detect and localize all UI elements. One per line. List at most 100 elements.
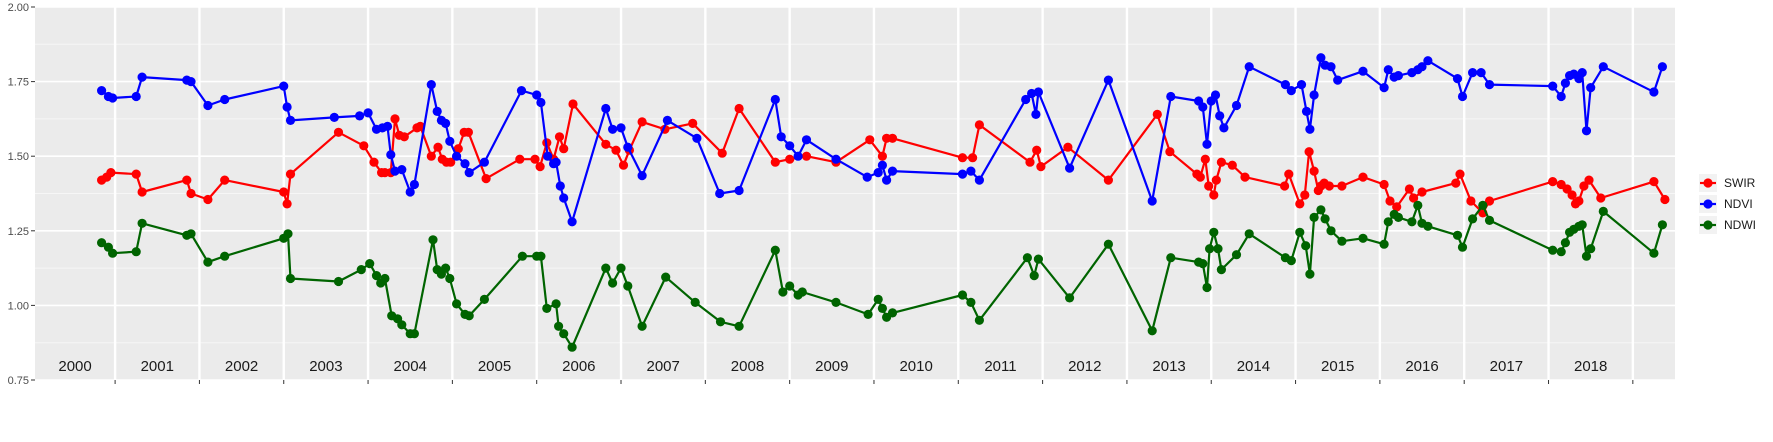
swir-point xyxy=(1660,194,1670,205)
ndwi-point xyxy=(1305,269,1315,279)
swir-point xyxy=(1063,142,1073,152)
swir-point xyxy=(1152,109,1162,119)
ndwi-point xyxy=(1548,245,1558,255)
ndvi-point xyxy=(355,111,365,121)
ndvi-point xyxy=(1316,53,1326,63)
y-tick-label: 1.00 xyxy=(8,300,29,312)
ndwi-point xyxy=(1216,265,1226,275)
ndwi-point xyxy=(966,297,976,307)
ndwi-point xyxy=(536,251,546,261)
ndwi-point xyxy=(734,321,744,331)
ndvi-point xyxy=(363,108,373,118)
ndwi-point xyxy=(333,276,344,287)
ndwi-point xyxy=(1320,214,1330,224)
ndwi-point xyxy=(1209,227,1219,237)
swir-point xyxy=(186,188,196,199)
swir-point xyxy=(717,148,727,158)
ndwi-point xyxy=(778,287,788,297)
ndwi-point xyxy=(1166,253,1176,263)
ndvi-point xyxy=(555,181,565,191)
ndwi-point xyxy=(108,248,118,258)
ndvi-point xyxy=(1333,75,1343,85)
legend-label-ndwi: NDWI xyxy=(1724,218,1756,232)
swir-point xyxy=(637,117,647,127)
ndvi-point xyxy=(1031,109,1041,119)
ndvi-point xyxy=(1309,90,1319,100)
ndvi-point xyxy=(1452,74,1463,84)
swir-point xyxy=(446,157,456,167)
swir-point xyxy=(369,157,379,167)
swir-point xyxy=(131,169,141,179)
ndvi-point xyxy=(551,157,561,167)
ndwi-point xyxy=(1231,250,1242,260)
swir-point xyxy=(182,175,192,185)
ndvi-point xyxy=(409,179,419,190)
ndvi-point xyxy=(1202,139,1212,149)
y-tick-label: 0.75 xyxy=(8,375,29,387)
ndwi-point xyxy=(1022,253,1032,263)
ndvi-point xyxy=(203,100,213,111)
ndvi-point xyxy=(734,185,744,196)
swir-point xyxy=(1195,172,1205,182)
ndvi-point xyxy=(452,151,462,161)
swir-point xyxy=(688,118,698,128)
ndvi-point xyxy=(532,90,542,100)
series-ndvi xyxy=(97,53,1667,227)
ndvi-point xyxy=(516,86,527,96)
ndvi-point xyxy=(441,118,451,128)
swir-point xyxy=(1385,196,1395,206)
year-label: 2018 xyxy=(1574,358,1607,375)
ndvi-point xyxy=(1021,94,1031,105)
ndvi-point xyxy=(1210,90,1221,100)
ndwi-point xyxy=(1147,326,1157,336)
ndwi-point xyxy=(785,281,795,291)
swir-point xyxy=(530,154,540,164)
ndvi-point xyxy=(382,121,393,131)
swir-point xyxy=(1584,175,1594,185)
ndvi-point xyxy=(536,97,546,108)
swir-point xyxy=(568,99,578,109)
swir-point xyxy=(220,175,230,185)
ndvi-point xyxy=(329,112,339,122)
ndwi-point xyxy=(1413,200,1423,210)
ndvi-point xyxy=(1393,71,1403,81)
ndwi-point xyxy=(1581,251,1592,261)
legend: SWIR NDVI NDWI xyxy=(1699,174,1756,234)
ndvi-point xyxy=(776,132,786,142)
ndvi-point xyxy=(637,171,647,181)
ndwi-point xyxy=(887,308,898,318)
ndwi-point xyxy=(1379,239,1389,249)
ndwi-point xyxy=(554,321,564,331)
ndwi-point xyxy=(97,238,107,248)
ndvi-point xyxy=(1296,80,1307,90)
ndwi-point xyxy=(1029,271,1039,281)
swir-point xyxy=(1548,177,1558,187)
ndwi-point xyxy=(623,281,633,291)
swir-point xyxy=(1227,160,1237,170)
ndwi-point xyxy=(542,303,552,313)
ndvi-point xyxy=(770,94,780,105)
year-label: 2015 xyxy=(1321,358,1354,375)
ndwi-point xyxy=(974,315,985,325)
swir-point xyxy=(1165,147,1175,157)
swir-point xyxy=(1484,196,1495,206)
ndwi-point xyxy=(1213,244,1223,254)
ndvi-point xyxy=(1577,68,1587,78)
ndwi-point xyxy=(409,329,419,339)
swir-point xyxy=(1466,196,1476,206)
year-label: 2002 xyxy=(225,358,258,375)
swir-point xyxy=(1337,181,1347,191)
ndvi-point xyxy=(1548,81,1558,91)
swir-point xyxy=(285,169,296,179)
ndvi-point xyxy=(715,188,725,199)
swir-point xyxy=(887,133,898,143)
ndwi-point xyxy=(608,278,618,288)
ndvi-point xyxy=(1476,68,1486,78)
swir-point xyxy=(1280,181,1290,191)
swir-point xyxy=(1455,169,1465,179)
ndwi-point xyxy=(1033,254,1043,264)
swir-point xyxy=(1324,181,1334,191)
ndvi-point xyxy=(464,168,474,178)
swir-point xyxy=(1036,162,1046,172)
